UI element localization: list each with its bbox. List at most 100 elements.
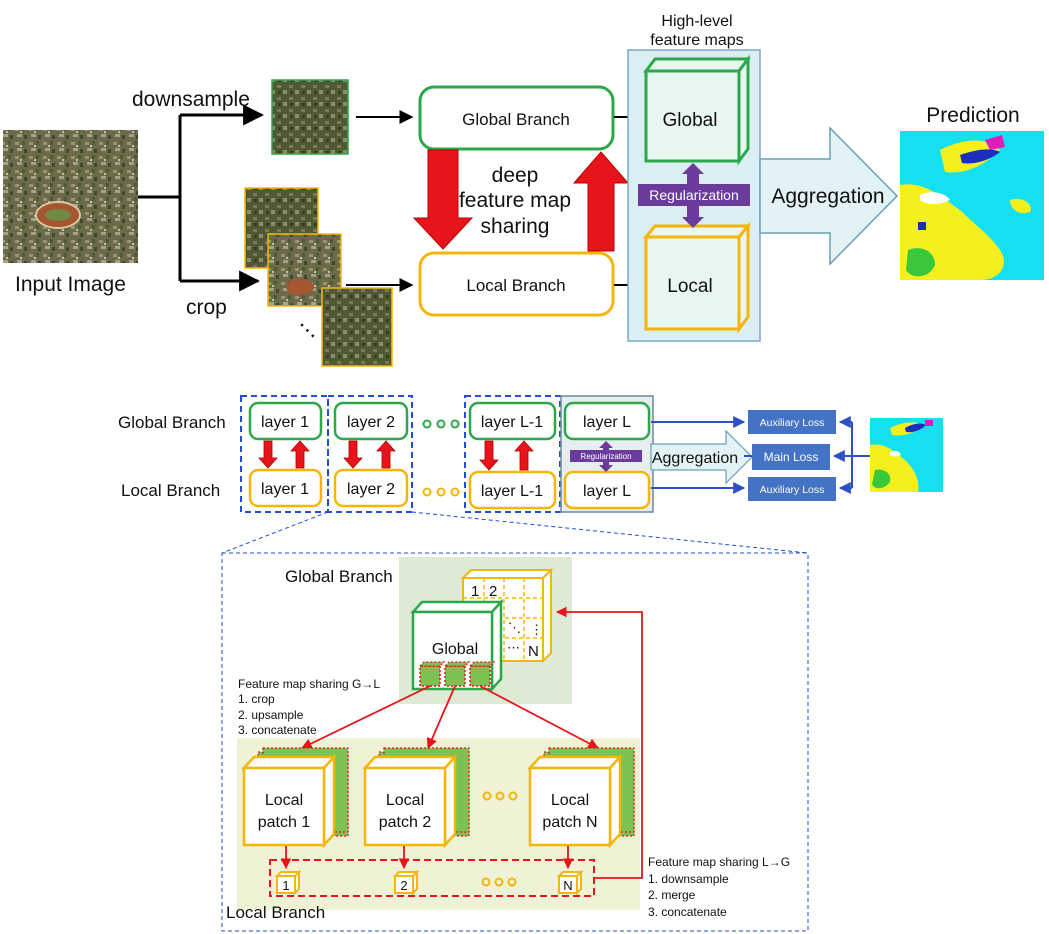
mid-global-ellipsis <box>422 419 460 429</box>
input-split-lines <box>138 104 265 292</box>
small-cube-1 <box>274 869 302 896</box>
local-feature-cube <box>642 221 752 334</box>
g2l-title: Feature map sharing G→L <box>238 677 380 691</box>
zoom-lines <box>221 511 809 554</box>
layer-L-1-global-label: layer L-1 <box>481 414 543 431</box>
aux-loss-bottom-label: Auxiliary Loss <box>760 484 825 496</box>
red-arrow-up <box>572 151 630 252</box>
prediction-label: Prediction <box>926 104 1019 127</box>
l2g-return-arrow <box>555 606 643 879</box>
ground-truth-lines <box>832 416 870 494</box>
input-image <box>3 130 138 263</box>
bottom-local-branch-label: Local Branch <box>226 903 325 922</box>
global-feature-cube <box>643 54 751 166</box>
global-cube-label: Global <box>663 110 718 131</box>
red-arrow-down <box>412 149 474 250</box>
downsampled-image <box>271 79 349 155</box>
global-branch-label: Global Branch <box>462 110 570 129</box>
layer-1-global-label: layer 1 <box>261 414 309 431</box>
sharing-label-2: feature map <box>459 189 571 212</box>
downsample-label: downsample <box>132 88 250 111</box>
global-cube-front-label: Global <box>432 641 478 658</box>
aux-loss-bottom-box <box>748 477 836 501</box>
high-level-label-2: feature maps <box>650 32 743 49</box>
detail-frame <box>221 552 809 932</box>
local-branch-label: Local Branch <box>466 276 565 295</box>
small-cube-N-label: N <box>563 878 572 893</box>
bottom-global-branch-label: Global Branch <box>285 567 393 586</box>
layer-2-local-label: layer 2 <box>347 481 395 498</box>
aux-loss-top-box <box>748 410 836 434</box>
l2g-down-arrows <box>280 846 574 870</box>
l2g-step-2: 2. merge <box>648 888 696 902</box>
mid-global-branch-label: Global Branch <box>118 413 226 432</box>
sharing-label-1: deep <box>492 164 539 187</box>
local-patch-2-label-b: patch 2 <box>379 814 432 831</box>
mid-regularization-label: Regularization <box>580 452 631 461</box>
regularization-box <box>638 184 750 206</box>
grid-cell-N: N <box>528 643 539 660</box>
grid-cell-1: 1 <box>471 583 479 600</box>
main-loss-label: Main Loss <box>764 450 819 464</box>
g2l-step-2: 2. upsample <box>238 708 304 722</box>
small-cube-2-label: 2 <box>400 878 407 893</box>
layer-1-global <box>248 401 323 441</box>
grid-cell-2: 2 <box>489 583 497 600</box>
aux-loss-top-label: Auxiliary Loss <box>760 417 825 429</box>
group-layer-L-1 <box>464 395 561 513</box>
mid-aggregation-label: Aggregation <box>652 450 738 467</box>
mid-local-branch-label: Local Branch <box>121 481 220 500</box>
group-layer-2 <box>327 395 413 513</box>
global-crop-patches-top <box>418 661 496 667</box>
layer-L-1-local-label: layer L-1 <box>481 483 543 500</box>
g2l-step-3: 3. concatenate <box>238 723 317 737</box>
g2l-step-1: 1. crop <box>238 692 275 706</box>
local-patch-N-label-a: Local <box>551 792 589 809</box>
layer-L-1-global <box>468 401 557 441</box>
local-patch-2-cube <box>362 747 470 849</box>
cropped-patches <box>244 187 393 367</box>
grid-dots-horizontal: ⋯ <box>507 640 520 655</box>
layer-2-global <box>333 401 409 441</box>
global-branch-box <box>418 85 615 151</box>
local-patch-1-label-b: patch 1 <box>258 814 311 831</box>
main-loss-box <box>752 444 830 470</box>
local-patch-N-cube <box>527 747 635 849</box>
small-cube-2 <box>392 869 420 896</box>
mid-red-arrows <box>258 440 534 471</box>
l2g-step-1: 1. downsample <box>648 872 729 886</box>
global-crop-patches <box>419 665 491 687</box>
small-cube-N <box>556 869 584 896</box>
layer-L-local <box>563 470 651 510</box>
layer-L-global-label: layer L <box>583 414 631 431</box>
layer-L-local-label: layer L <box>583 483 631 500</box>
small-cube-ellipsis <box>481 877 517 887</box>
crop-label: crop <box>186 296 227 319</box>
grid-dots-diagonal: ⋱ <box>508 620 521 635</box>
layer-1-local-label: layer 1 <box>261 481 309 498</box>
mid-loss-lines <box>651 416 752 494</box>
grid-dots-vertical: ⋮ <box>530 622 543 637</box>
mid-aggregation-arrow <box>650 429 753 485</box>
layer-2-global-label: layer 2 <box>347 414 395 431</box>
layer-1-local <box>248 468 323 508</box>
aggregation-arrow <box>759 126 899 266</box>
local-patch-2-label-a: Local <box>386 792 424 809</box>
l2g-step-3: 3. concatenate <box>648 905 727 919</box>
aggregation-label: Aggregation <box>771 185 884 208</box>
local-branch-box <box>418 251 615 317</box>
mid-local-ellipsis <box>422 487 460 497</box>
regularization-label: Regularization <box>649 187 739 203</box>
high-level-label-1: High-level <box>661 13 732 30</box>
local-patch-1-cube <box>241 747 349 849</box>
layer-L-1-local <box>468 470 557 510</box>
sharing-label-3: sharing <box>481 215 550 238</box>
g2l-arrows <box>301 685 599 749</box>
local-patch-N-label-b: patch N <box>542 814 597 831</box>
layer-L-global <box>563 401 651 441</box>
mid-regularization-box <box>570 450 642 462</box>
local-patch-ellipsis <box>482 791 518 801</box>
l2g-title: Feature map sharing L→G <box>648 855 790 869</box>
input-image-label: Input Image <box>15 273 126 296</box>
